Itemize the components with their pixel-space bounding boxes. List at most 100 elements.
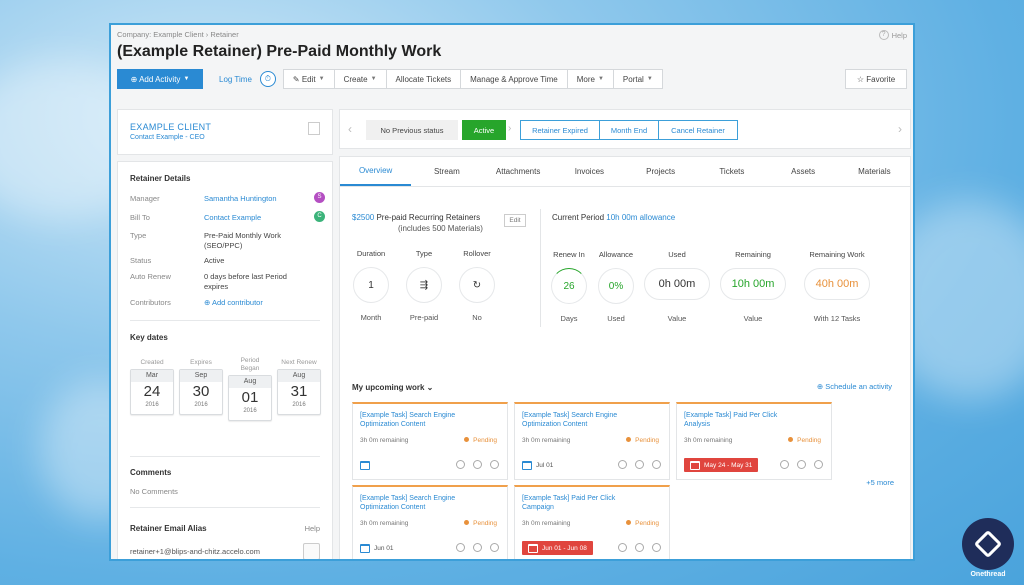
- task-status: Pending: [788, 437, 821, 444]
- task-actions: [780, 460, 823, 469]
- breadcrumb[interactable]: Company: Example Client › Retainer: [117, 30, 239, 39]
- retainer-expired-button[interactable]: Retainer Expired: [520, 120, 600, 140]
- task-card[interactable]: [Example Task] Paid Per Click Analysis 3…: [676, 402, 832, 480]
- date-year: 2016: [145, 402, 159, 408]
- comment-icon[interactable]: [780, 460, 789, 469]
- date-day: 01: [241, 389, 259, 406]
- tab-assets[interactable]: Assets: [791, 167, 816, 176]
- copy-icon[interactable]: [303, 543, 320, 559]
- key-date-label: Next Renew: [281, 359, 317, 366]
- more-button[interactable]: More ▼: [566, 69, 614, 89]
- upcoming-work-dropdown[interactable]: My upcoming work ⌄: [352, 383, 434, 392]
- cancel-retainer-button[interactable]: Cancel Retainer: [658, 120, 738, 140]
- retainer-price[interactable]: $2500: [352, 213, 375, 222]
- task-title[interactable]: [Example Task] Search Engine Optimizatio…: [360, 412, 456, 428]
- task-card[interactable]: [Example Task] Search Engine Optimizatio…: [352, 485, 508, 559]
- portal-label: Portal: [622, 74, 644, 84]
- add-activity-button[interactable]: ⊕ Add Activity ▼: [117, 69, 203, 89]
- favorite-button[interactable]: ☆ Favorite: [845, 69, 907, 89]
- renew-in-metric: Renew In 26 Days: [534, 250, 604, 323]
- tab-invoices[interactable]: Invoices: [574, 167, 605, 176]
- metric-value: 10h 00m: [720, 268, 786, 300]
- date-card: Mar 24 2016: [130, 369, 174, 415]
- task-actions: [618, 460, 661, 469]
- timer-icon[interactable]: [652, 543, 661, 552]
- task-date[interactable]: [360, 458, 374, 472]
- chevron-left-icon[interactable]: ‹: [348, 122, 352, 136]
- metric-sub: Value: [743, 314, 763, 323]
- timer-icon[interactable]: [490, 543, 499, 552]
- allowance-link[interactable]: 10h 00m allowance: [606, 213, 676, 222]
- status-bar: ‹ No Previous status Active › Retainer E…: [339, 109, 911, 149]
- assign-icon[interactable]: [635, 543, 644, 552]
- task-date[interactable]: Jun 01: [360, 541, 394, 555]
- task-card[interactable]: [Example Task] Search Engine Optimizatio…: [352, 402, 508, 480]
- chevron-right-icon[interactable]: ›: [898, 122, 902, 136]
- task-title[interactable]: [Example Task] Paid Per Click Analysis: [684, 412, 778, 428]
- schedule-activity-link[interactable]: ⊕ Schedule an activity: [816, 382, 892, 391]
- tab-attachments[interactable]: Attachments: [495, 167, 541, 176]
- help-link[interactable]: ? Help: [878, 30, 907, 40]
- tab-projects[interactable]: Projects: [646, 167, 676, 176]
- client-name[interactable]: EXAMPLE CLIENT: [130, 122, 212, 132]
- timer-icon[interactable]: [652, 460, 661, 469]
- task-card[interactable]: [Example Task] Search Engine Optimizatio…: [514, 402, 670, 480]
- portal-button[interactable]: Portal ▼: [612, 69, 663, 89]
- metric-sub: Pre-paid: [409, 313, 439, 322]
- task-date-overdue[interactable]: May 24 - May 31: [684, 458, 759, 472]
- chevron-down-icon: ▼: [370, 76, 377, 82]
- log-time-button[interactable]: Log Time: [219, 74, 252, 84]
- tab-overview[interactable]: Overview: [340, 157, 412, 186]
- email-alias-value: retainer+1@blips-and-chitz.accelo.com: [130, 547, 260, 556]
- edit-summary-button[interactable]: Edit: [504, 214, 526, 227]
- task-card[interactable]: [Example Task] Paid Per Click Campaign 3…: [514, 485, 670, 559]
- date-year: 2016: [292, 402, 306, 408]
- task-title[interactable]: [Example Task] Search Engine Optimizatio…: [522, 412, 618, 428]
- timer-icon[interactable]: [814, 460, 823, 469]
- manager-value[interactable]: Samantha Huntington: [204, 194, 277, 203]
- bill-to-value[interactable]: Contact Example: [204, 213, 262, 222]
- more-tasks-link[interactable]: +5 more: [866, 478, 894, 487]
- assign-icon[interactable]: [797, 460, 806, 469]
- edit-button[interactable]: ✎ Edit ▼: [282, 69, 335, 89]
- rollover-icon: ↻: [459, 267, 495, 303]
- assign-icon[interactable]: [635, 460, 644, 469]
- comment-icon[interactable]: [456, 460, 465, 469]
- assign-icon[interactable]: [473, 460, 482, 469]
- retainer-details-title: Retainer Details: [130, 174, 191, 183]
- email-alias-help-link[interactable]: Help: [304, 524, 320, 533]
- comment-icon[interactable]: [456, 543, 465, 552]
- timer-icon[interactable]: [490, 460, 499, 469]
- status-value: Active: [204, 256, 225, 265]
- retainer-summary-title: $2500 Pre-paid Recurring Retainers: [352, 213, 480, 222]
- remaining-work-metric: Remaining Work 40h 00m With 12 Tasks: [799, 250, 875, 323]
- allocate-tickets-button[interactable]: Allocate Tickets: [385, 69, 462, 89]
- key-date-expires: Expires Sep 30 2016: [179, 349, 223, 415]
- date-day: 30: [192, 383, 210, 400]
- metric-sub: With 12 Tasks: [813, 314, 861, 323]
- manage-approve-time-button[interactable]: Manage & Approve Time: [460, 69, 568, 89]
- metric-label: Renew In: [553, 250, 585, 259]
- task-title[interactable]: [Example Task] Paid Per Click Campaign: [522, 495, 616, 511]
- client-contact[interactable]: Contact Example - CEO: [130, 134, 205, 141]
- tab-tickets[interactable]: Tickets: [719, 167, 745, 176]
- task-date-overdue[interactable]: Jun 01 - Jun 08: [522, 541, 593, 555]
- task-title[interactable]: [Example Task] Search Engine Optimizatio…: [360, 495, 456, 511]
- task-date[interactable]: Jul 01: [522, 458, 553, 472]
- divider: [540, 209, 541, 327]
- tab-stream[interactable]: Stream: [433, 167, 460, 176]
- date-month: Sep: [180, 370, 222, 382]
- metric-label: Type: [415, 249, 433, 258]
- rollover-metric: Rollover ↻ No: [442, 249, 512, 322]
- add-contributor-link[interactable]: ⊕ Add contributor: [204, 298, 263, 307]
- tab-materials[interactable]: Materials: [858, 167, 891, 176]
- key-date-label: Period Began: [240, 357, 260, 372]
- comment-icon[interactable]: [618, 543, 627, 552]
- calendar-icon: [522, 460, 532, 470]
- task-remaining: 3h 0m remaining: [684, 437, 733, 444]
- month-end-button[interactable]: Month End: [599, 120, 659, 140]
- comment-icon[interactable]: [618, 460, 627, 469]
- create-button[interactable]: Create ▼: [333, 69, 387, 89]
- timer-icon[interactable]: ⏱: [259, 71, 276, 87]
- assign-icon[interactable]: [473, 543, 482, 552]
